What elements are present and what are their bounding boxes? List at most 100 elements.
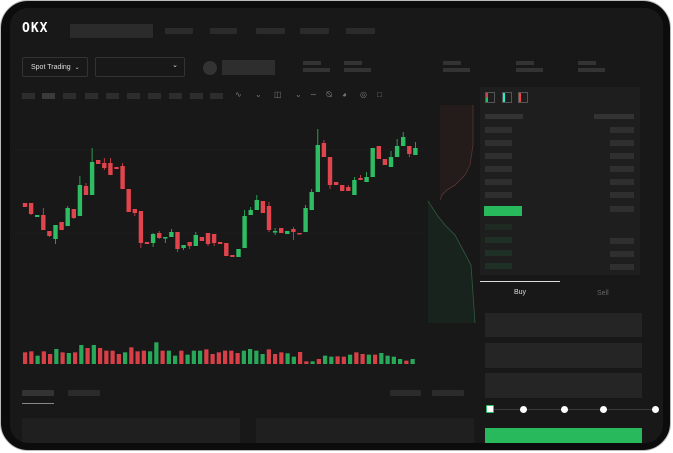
timeframe-button[interactable]: [190, 93, 203, 99]
slider-stop-100[interactable]: [652, 406, 659, 413]
orderbook-both-icon[interactable]: [485, 92, 495, 103]
chevron-down-icon[interactable]: ⌄: [295, 90, 302, 99]
candle-body: [96, 160, 101, 164]
timeframe-button[interactable]: [22, 93, 35, 99]
candlestick-chart[interactable]: [10, 8, 480, 378]
candle-body: [211, 234, 217, 243]
volume-bar: [110, 350, 115, 364]
candle-body: [89, 162, 95, 195]
candle-body: [114, 167, 119, 169]
volume-bar: [91, 345, 96, 364]
volume-bar: [116, 354, 121, 364]
settings-icon[interactable]: ◎: [360, 90, 367, 99]
candle-body: [248, 210, 253, 215]
indicator-icon[interactable]: ∿: [235, 90, 242, 99]
bid-price: [485, 224, 512, 230]
candle-body: [126, 189, 131, 212]
volume-bar: [60, 352, 65, 364]
volume-bar: [185, 354, 190, 364]
volume-bar: [348, 354, 353, 364]
volume-bar: [23, 352, 28, 364]
candle-body: [297, 233, 302, 235]
app-screen: OKX Spot Trading ⌄ ⌄ ∿ ⌄ ◫ ⌄ ∼ ⦰ ◕ ◎ □: [10, 8, 663, 443]
timeframe-button[interactable]: [127, 93, 140, 99]
candle-body: [59, 222, 64, 230]
timeframe-button[interactable]: [210, 93, 223, 99]
slider-track[interactable]: [490, 409, 656, 410]
line-icon[interactable]: ∼: [310, 90, 317, 99]
tab-sell[interactable]: Sell: [597, 290, 609, 297]
orderbook-asks-icon[interactable]: [518, 92, 528, 103]
ask-amount: [610, 153, 634, 159]
spot-trading-dropdown[interactable]: Spot Trading ⌄: [22, 57, 88, 77]
candle-body: [401, 137, 406, 146]
chevron-down-icon[interactable]: ⌄: [255, 90, 262, 99]
candle-body: [157, 233, 162, 238]
volume-bar: [160, 350, 165, 364]
nav-item[interactable]: [165, 28, 193, 34]
bottom-tab-active[interactable]: [22, 390, 54, 396]
search-bar[interactable]: [70, 24, 153, 38]
volume-bar: [254, 350, 259, 364]
candle-body: [285, 231, 290, 234]
volume-bar: [354, 352, 359, 364]
volume-bar: [223, 350, 228, 364]
amount-input[interactable]: [485, 343, 642, 368]
timeframe-button[interactable]: [169, 93, 182, 99]
candle-body: [22, 203, 28, 207]
fullscreen-icon[interactable]: □: [377, 90, 382, 99]
candle-body: [218, 242, 223, 244]
ask-amount: [610, 179, 634, 185]
timeframe-button[interactable]: [85, 93, 98, 99]
pair-dropdown[interactable]: ⌄: [95, 57, 185, 77]
volume-bar: [135, 351, 140, 364]
volume-bar: [248, 349, 253, 364]
volume-bar: [310, 361, 315, 364]
slider-handle[interactable]: [486, 405, 494, 413]
candle-body: [315, 145, 320, 192]
nav-item[interactable]: [346, 28, 375, 34]
candle-body: [321, 143, 327, 157]
ask-price: [485, 192, 512, 198]
orderbook-bids-icon[interactable]: [502, 92, 512, 103]
candle-body: [364, 177, 369, 182]
chevron-down-icon: ⌄: [172, 62, 178, 69]
slider-stop-75[interactable]: [600, 406, 607, 413]
volume-bar: [266, 349, 271, 364]
tab-buy[interactable]: Buy: [514, 289, 527, 296]
nav-item[interactable]: [300, 28, 329, 34]
stat-value: [344, 68, 371, 72]
volume-bar: [104, 350, 109, 364]
volume-bar: [73, 352, 78, 364]
slider-stop-25[interactable]: [520, 406, 527, 413]
bottom-action[interactable]: [390, 390, 421, 396]
total-input[interactable]: [485, 373, 642, 398]
slider-stop-50[interactable]: [561, 406, 568, 413]
stat-label: [344, 61, 362, 65]
ruler-icon[interactable]: ⦰: [326, 90, 333, 99]
okx-logo[interactable]: OKX: [22, 21, 49, 36]
volume-bar: [98, 348, 103, 364]
timeframe-button-active[interactable]: [42, 93, 55, 99]
bottom-action[interactable]: [432, 390, 464, 396]
tab-underline: [480, 281, 560, 282]
depth-bids-area: [428, 201, 475, 323]
timeframe-button[interactable]: [106, 93, 119, 99]
chart-type-icon[interactable]: ◫: [274, 90, 282, 99]
camera-icon[interactable]: ◕: [342, 90, 347, 99]
bottom-tab[interactable]: [68, 390, 100, 396]
buy-button[interactable]: [485, 428, 642, 443]
volume-bar: [66, 353, 71, 364]
candle-body: [193, 235, 198, 246]
ask-price: [485, 140, 512, 146]
price-input[interactable]: [485, 313, 642, 337]
nav-item[interactable]: [256, 28, 285, 34]
timeframe-button[interactable]: [148, 93, 161, 99]
stat-value: [516, 68, 543, 72]
bottom-panel-right: [256, 418, 474, 443]
volume-bar: [179, 350, 184, 364]
candle-body: [242, 216, 247, 248]
orderbook-header-price: [485, 114, 523, 119]
timeframe-button[interactable]: [63, 93, 76, 99]
nav-item[interactable]: [210, 28, 237, 34]
